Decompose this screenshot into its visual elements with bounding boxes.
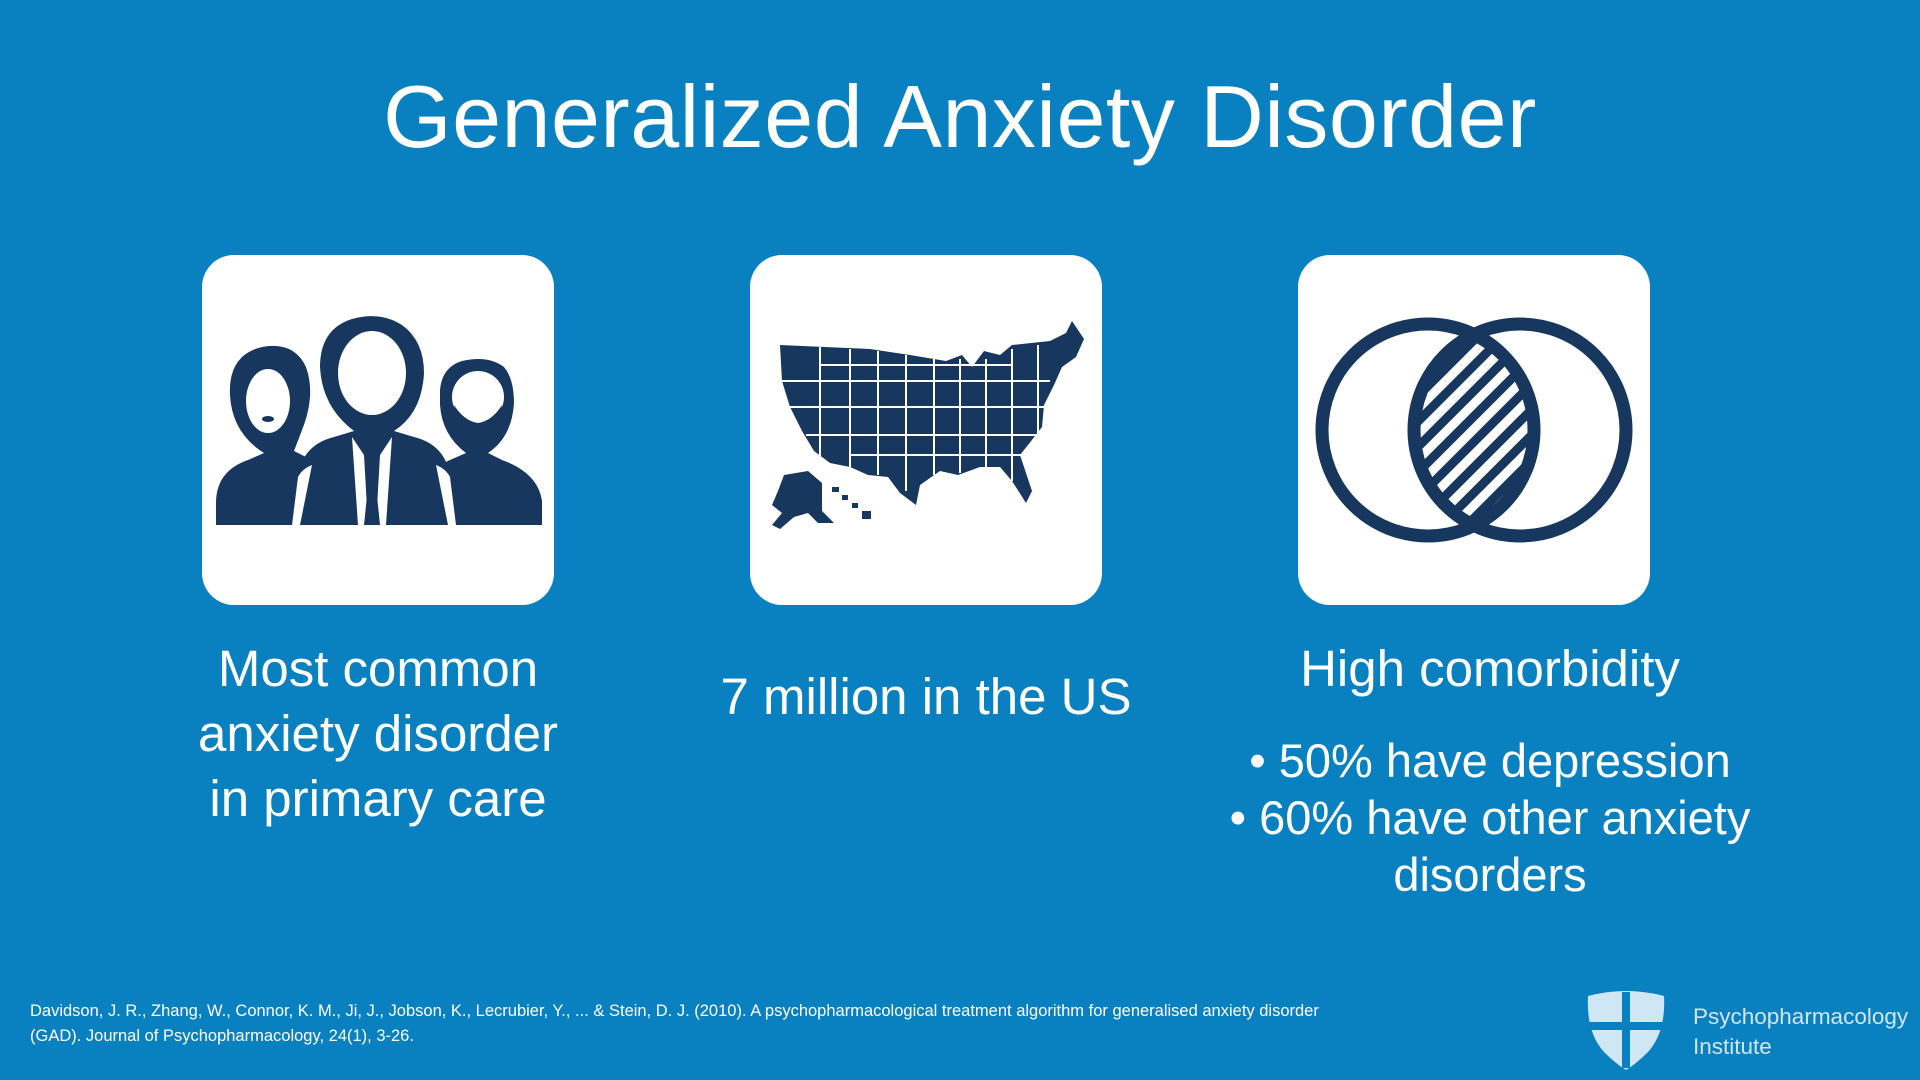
slide-title: Generalized Anxiety Disorder [383, 67, 1537, 166]
citation: Davidson, J. R., Zhang, W., Connor, K. M… [30, 999, 1510, 1049]
people-group-icon [216, 316, 542, 525]
logo-wordmark: Psychopharmacology Institute [1693, 1002, 1913, 1062]
caption-line: 7 million in the US [720, 668, 1132, 725]
caption-prevalence: 7 million in the US [660, 664, 1192, 729]
logo-line: Institute [1693, 1034, 1772, 1059]
caption-line: in primary care [209, 770, 547, 827]
caption-line: anxiety disorder [197, 705, 558, 762]
venn-icon-card [1298, 255, 1650, 605]
people-icon-card [202, 255, 554, 605]
caption-comorbidity: High comorbidity [1190, 636, 1790, 701]
logo-line: Psychopharmacology [1693, 1004, 1909, 1029]
bullet-item: disorders [1393, 848, 1587, 901]
citation-line: Davidson, J. R., Zhang, W., Connor, K. M… [30, 1002, 1319, 1020]
caption-line: High comorbidity [1300, 640, 1680, 697]
comorbidity-bullets: • 50% have depression • 60% have other a… [1170, 732, 1810, 903]
citation-line: (GAD). Journal of Psychopharmacology, 24… [30, 1027, 414, 1045]
usa-map-icon [772, 321, 1084, 529]
venn-diagram-icon [1315, 317, 1633, 543]
bullet-item: • 60% have other anxiety [1229, 791, 1751, 844]
caption-most-common: Most common anxiety disorder in primary … [130, 636, 626, 831]
map-icon-card [750, 255, 1102, 605]
shield-cross-icon [1587, 991, 1665, 1070]
bullet-item: • 50% have depression [1249, 734, 1731, 787]
caption-line: Most common [217, 640, 539, 697]
